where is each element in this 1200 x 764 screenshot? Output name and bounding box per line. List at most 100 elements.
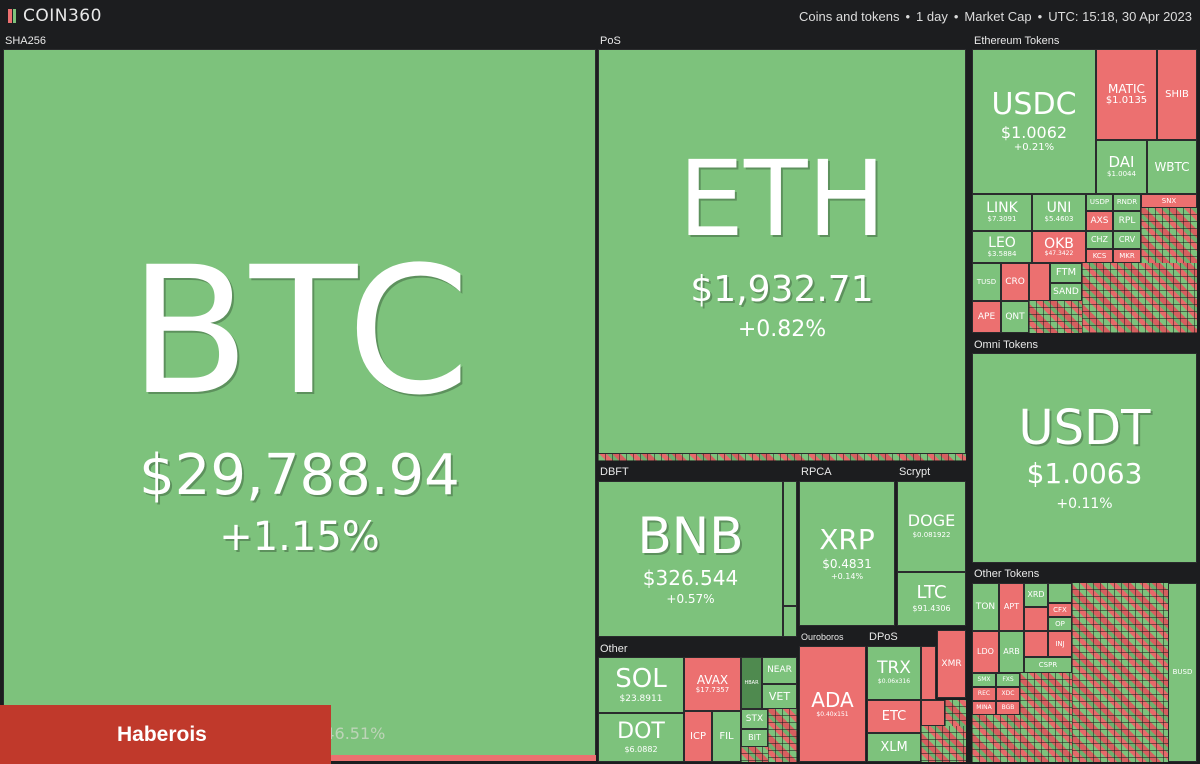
qnt-symbol: QNT: [1005, 311, 1025, 322]
eth-price: $1,932.71: [690, 269, 874, 311]
tile-dot[interactable]: DOT $6.0882: [598, 713, 684, 762]
tile-minor-eth-a[interactable]: [1029, 263, 1050, 301]
filter-summary[interactable]: Coins and tokens • 1 day • Market Cap • UTC: 1…: [799, 9, 1192, 24]
leo-symbol: LEO: [988, 234, 1016, 251]
tile-apt[interactable]: APT: [999, 583, 1024, 631]
tile-cspr[interactable]: CSPR: [1024, 657, 1072, 673]
tile-ftm[interactable]: FTM: [1050, 263, 1082, 283]
group-label-scrypt: Scrypt: [899, 466, 931, 478]
separator: •: [1037, 8, 1043, 24]
tile-trx[interactable]: TRX $0.06x316: [867, 646, 921, 700]
tile-leo[interactable]: LEO $3.5884: [972, 231, 1032, 263]
tile-dai[interactable]: DAI $1.0044: [1096, 140, 1147, 194]
tile-cfx[interactable]: CFX: [1048, 603, 1072, 617]
tile-mkr[interactable]: MKR: [1113, 249, 1141, 263]
tile-ape[interactable]: APE: [972, 301, 1001, 333]
tile-sol[interactable]: SOL $23.8911: [598, 657, 684, 713]
tile-ton[interactable]: TON: [972, 583, 999, 631]
bnb-change: +0.57%: [666, 592, 715, 607]
coin360-logo[interactable]: COIN360: [8, 6, 102, 26]
filter-coins[interactable]: Coins and tokens: [799, 8, 900, 24]
op-symbol: OP: [1055, 619, 1065, 628]
filter-metric[interactable]: Market Cap: [964, 8, 1032, 24]
tile-uni[interactable]: UNI $5.4603: [1032, 194, 1086, 231]
other-minor-tokens-2: [741, 747, 768, 762]
tile-xdc[interactable]: XDC: [996, 687, 1020, 701]
tile-chz[interactable]: CHZ: [1086, 231, 1113, 249]
tile-usdt[interactable]: USDT $1.0063 +0.11%: [972, 353, 1197, 563]
tile-xmr[interactable]: XMR: [937, 630, 966, 698]
tile-qnt[interactable]: QNT: [1001, 301, 1029, 333]
tile-ltc[interactable]: LTC $91.4306: [897, 572, 966, 626]
tile-bnb[interactable]: BNB $326.544 +0.57%: [598, 481, 783, 637]
tile-rndr[interactable]: RNDR: [1113, 194, 1141, 211]
tile-other-minor-c[interactable]: [1024, 631, 1048, 657]
tile-vet[interactable]: VET: [762, 684, 797, 709]
tile-dpos-minor-a[interactable]: [921, 646, 936, 700]
link-symbol: LINK: [986, 200, 1018, 217]
tile-icp[interactable]: ICP: [684, 711, 712, 762]
tile-xlm[interactable]: XLM: [867, 733, 921, 762]
tile-shib[interactable]: SHIB: [1157, 49, 1197, 140]
sol-symbol: SOL: [615, 663, 667, 694]
tile-busd[interactable]: BUSD: [1168, 583, 1197, 762]
tile-arb[interactable]: ARB: [999, 631, 1024, 673]
dai-symbol: DAI: [1108, 153, 1135, 172]
tile-xrp[interactable]: XRP $0.4831 +0.14%: [799, 481, 895, 626]
ethereum-minor-tokens-3: [1082, 263, 1197, 333]
tile-wbtc[interactable]: WBTC: [1147, 140, 1197, 194]
tile-rpl[interactable]: RPL: [1113, 211, 1141, 231]
tile-kcs[interactable]: KCS: [1086, 249, 1113, 263]
tile-usdc[interactable]: USDC $1.0062 +0.21%: [972, 49, 1096, 194]
tile-etc[interactable]: ETC: [867, 700, 921, 733]
tile-axs[interactable]: AXS: [1086, 211, 1113, 231]
ada-price: $0.40x151: [816, 710, 849, 718]
chz-symbol: CHZ: [1090, 235, 1109, 244]
tile-dbft-minor-b[interactable]: [783, 606, 797, 637]
tile-ada[interactable]: ADA $0.40x151: [799, 646, 866, 762]
tile-hbar[interactable]: HBAR: [741, 657, 762, 709]
tile-bit[interactable]: BIT: [741, 729, 768, 747]
tile-smx[interactable]: SMX: [972, 673, 996, 687]
tile-inj[interactable]: INJ: [1048, 631, 1072, 657]
tile-fxs[interactable]: FXS: [996, 673, 1020, 687]
tile-rec[interactable]: REC: [972, 687, 996, 701]
tile-mina[interactable]: MINA: [972, 701, 996, 715]
tile-op[interactable]: OP: [1048, 617, 1072, 631]
btc-price: $29,788.94: [139, 442, 460, 508]
tile-tusd[interactable]: TUSD: [972, 263, 1001, 301]
tile-fil[interactable]: FIL: [712, 711, 741, 762]
tile-crv[interactable]: CRV: [1113, 231, 1141, 249]
bnb-symbol: BNB: [637, 507, 744, 566]
tile-usdp[interactable]: USDP: [1086, 194, 1113, 211]
tile-snx[interactable]: SNX: [1141, 194, 1197, 208]
tile-other-minor-a[interactable]: [1024, 607, 1048, 631]
avax-price: $17.7357: [695, 685, 730, 694]
tile-okb[interactable]: OKB $47.3422: [1032, 231, 1086, 263]
tile-matic[interactable]: MATIC $1.0135: [1096, 49, 1157, 140]
shib-symbol: SHIB: [1165, 88, 1189, 100]
tile-bgb[interactable]: BGB: [996, 701, 1020, 715]
tile-cro[interactable]: CRO: [1001, 263, 1029, 301]
tile-link[interactable]: LINK $7.3091: [972, 194, 1032, 231]
tile-xrd[interactable]: XRD: [1024, 583, 1048, 607]
tile-ldo[interactable]: LDO: [972, 631, 999, 673]
usdc-symbol: USDC: [991, 86, 1077, 122]
dot-symbol: DOT: [617, 718, 665, 744]
tile-other-minor-b[interactable]: [1048, 583, 1072, 603]
filter-period[interactable]: 1 day: [916, 8, 948, 24]
dpos-minor-tokens-2: [945, 700, 966, 726]
source-banner: Haberois: [0, 705, 331, 764]
tile-dpos-minor-b[interactable]: [921, 700, 945, 726]
arb-symbol: ARB: [1003, 647, 1020, 656]
tile-eth[interactable]: ETH $1,932.71 +0.82%: [598, 49, 966, 454]
tile-sand[interactable]: SAND: [1050, 283, 1082, 301]
xdc-symbol: XDC: [1001, 690, 1015, 697]
tile-near[interactable]: NEAR: [762, 657, 797, 684]
tile-btc[interactable]: BTC $29,788.94 +1.15%: [3, 49, 596, 761]
tile-doge[interactable]: DOGE $0.081922: [897, 481, 966, 572]
tile-dbft-minor-a[interactable]: [783, 481, 797, 606]
tile-stx[interactable]: STX: [741, 709, 768, 729]
ldo-symbol: LDO: [977, 647, 994, 656]
tile-avax[interactable]: AVAX $17.7357: [684, 657, 741, 711]
